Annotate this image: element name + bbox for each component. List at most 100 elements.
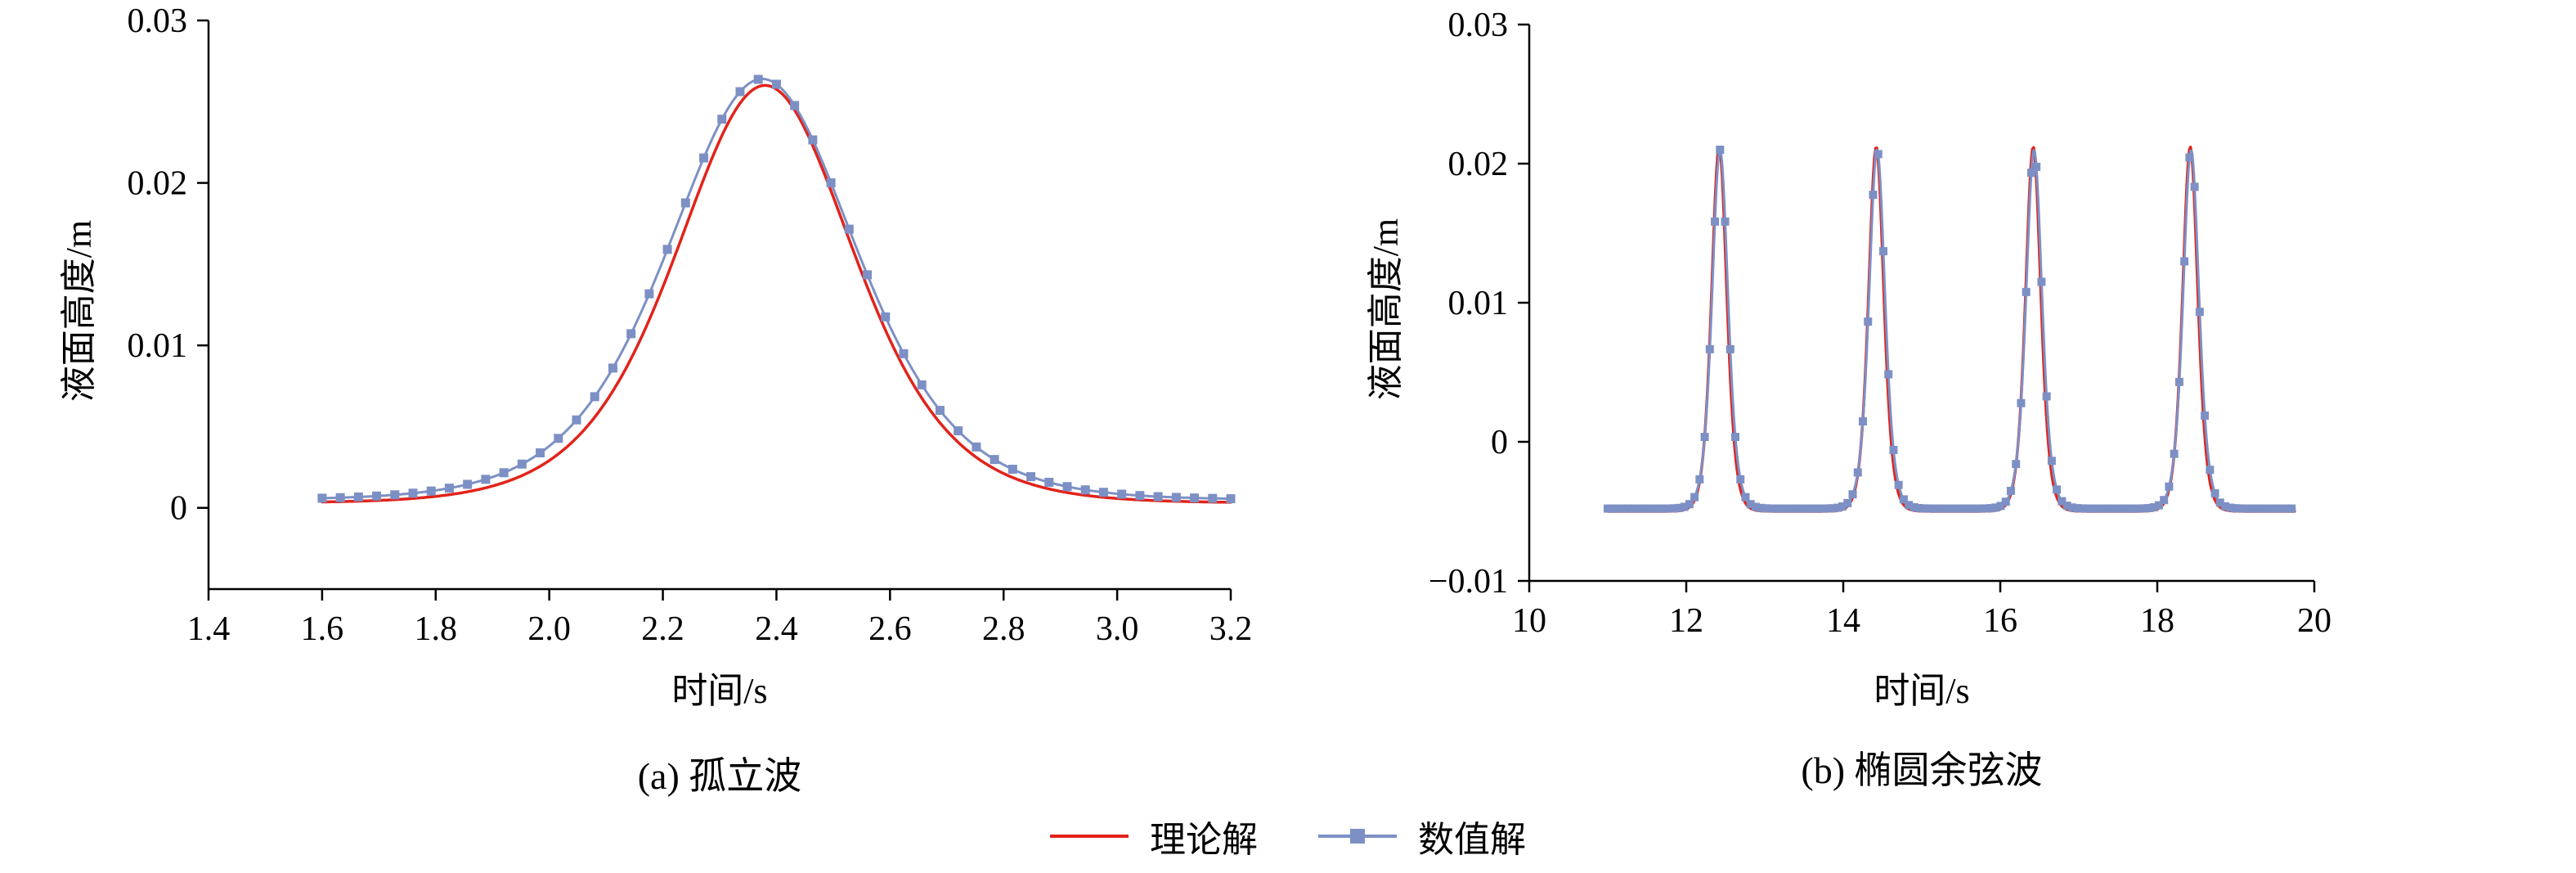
series-marker-numerical <box>1864 317 1873 326</box>
series-marker-numerical <box>1899 495 1908 504</box>
series-marker-numerical <box>1716 146 1725 154</box>
series-marker-numerical <box>1878 247 1887 256</box>
series-marker-numerical <box>608 363 617 373</box>
x-tick-label: 20 <box>2297 602 2331 640</box>
series-marker-numerical <box>1812 504 1821 513</box>
series-marker-numerical <box>1802 504 1811 513</box>
legend-line-theoretical <box>1050 835 1129 838</box>
series-marker-numerical <box>917 380 927 389</box>
series-marker-numerical <box>2267 504 2276 513</box>
series-marker-numerical <box>680 198 690 208</box>
x-tick-label: 2.0 <box>527 610 571 648</box>
y-tick-label: 0.03 <box>128 2 188 40</box>
series-marker-numerical <box>2078 504 2087 513</box>
series-marker-numerical <box>1618 504 1627 513</box>
series-marker-numerical <box>1950 504 1959 513</box>
series-marker-numerical <box>1623 504 1632 513</box>
chart-cnoidal-wave: 10 12 14 16 18 20 −0.01 0 0.01 0.02 0.03 <box>1429 7 2331 640</box>
series-marker-numerical <box>2180 257 2189 266</box>
series-marker-numerical <box>2088 504 2097 513</box>
series-marker-numerical <box>1117 489 1127 499</box>
series-marker-numerical <box>2017 398 2026 407</box>
series-marker-numerical <box>1705 344 1714 353</box>
series-marker-numerical <box>2139 504 2148 513</box>
series-marker-numerical <box>808 135 818 145</box>
series-marker-numerical <box>499 468 509 478</box>
series-marker-numerical <box>1659 504 1668 513</box>
series-marker-numerical <box>1736 475 1745 484</box>
series-line-numerical <box>321 78 1232 501</box>
series-marker-numerical <box>826 178 836 187</box>
series-marker-numerical <box>844 224 854 234</box>
series-marker-numerical <box>899 349 909 358</box>
series-marker-numerical <box>1838 502 1847 511</box>
subfigure-caption-a: (a) 孤立波 <box>637 755 802 797</box>
y-tick-label: 0 <box>1491 424 1508 461</box>
x-tick-label: 1.4 <box>187 610 231 648</box>
series-marker-numerical <box>444 484 454 493</box>
series-marker-numerical <box>2124 504 2133 513</box>
series-marker-numerical <box>463 479 473 489</box>
series-marker-numerical <box>1971 504 1980 513</box>
series-marker-numerical <box>2221 502 2230 511</box>
series-marker-numerical <box>317 493 327 503</box>
series-marker-numerical <box>2134 504 2143 513</box>
y-axis-label-solitary: 液面高度/m <box>59 219 99 403</box>
series-marker-numerical <box>2226 503 2235 512</box>
series-marker-numerical <box>2108 504 2117 513</box>
series-marker-numerical <box>2201 411 2210 420</box>
series-marker-numerical <box>2037 277 2046 286</box>
series-marker-numerical <box>572 415 581 425</box>
series-marker-numerical <box>426 486 436 496</box>
series-marker-numerical <box>2062 502 2071 511</box>
series-marker-numerical <box>481 475 491 484</box>
series-marker-numerical <box>1787 504 1796 513</box>
series-marker-numerical <box>881 312 891 322</box>
series-marker-numerical <box>1766 504 1775 513</box>
series-marker-numerical <box>1757 503 1766 512</box>
x-tick-label: 2.6 <box>868 610 912 648</box>
series-marker-numerical <box>2282 504 2291 513</box>
series-line-numerical <box>1606 148 2296 511</box>
series-marker-numerical <box>2058 497 2067 506</box>
series-marker-numerical <box>1945 504 1954 513</box>
series-marker-numerical <box>1833 503 1842 512</box>
series-marker-numerical <box>1955 504 1964 513</box>
series-marker-numerical <box>2098 504 2107 513</box>
series-marker-numerical <box>1782 504 1791 513</box>
series-marker-numerical <box>2119 504 2128 513</box>
series-marker-numerical <box>2210 488 2219 497</box>
series-marker-numerical <box>2022 287 2031 296</box>
series-marker-numerical <box>2144 504 2153 513</box>
series-marker-numerical <box>2195 308 2204 317</box>
series-marker-numerical <box>2190 182 2199 191</box>
series-marker-numerical <box>1098 488 1108 497</box>
series-marker-numerical <box>1700 433 1709 442</box>
series-marker-numerical <box>2206 466 2215 475</box>
series-marker-numerical <box>954 426 963 436</box>
series-marker-numerical <box>2094 504 2103 513</box>
y-tick-label: 0.01 <box>128 327 188 365</box>
series-marker-numerical <box>1884 370 1893 379</box>
chart-solitary-wave: 1.4 1.6 1.8 2.0 2.2 2.4 2.6 2.8 3.0 3.2 0 0.01 0.02 0… <box>128 2 1253 648</box>
series-marker-numerical <box>753 74 763 84</box>
series-marker-numerical <box>1171 493 1181 502</box>
series-marker-numerical <box>335 493 345 502</box>
series-marker-numerical <box>1135 491 1145 501</box>
x-tick-label: 2.4 <box>755 610 798 648</box>
series-marker-numerical <box>390 490 400 500</box>
series-marker-numerical <box>1690 493 1699 502</box>
series-marker-numerical <box>1639 504 1648 513</box>
series-marker-numerical <box>2103 504 2112 513</box>
series-marker-numerical <box>644 289 654 299</box>
series-marker-numerical <box>2256 504 2265 513</box>
series-marker-numerical <box>1935 504 1944 513</box>
series-marker-numerical <box>1874 150 1883 159</box>
series-marker-numerical <box>2149 503 2158 512</box>
series-marker-numerical <box>2006 486 2015 495</box>
series-marker-numerical <box>1940 504 1949 513</box>
series-marker-numerical <box>1711 217 1720 226</box>
series-marker-numerical <box>2160 496 2169 505</box>
series-marker-numerical <box>1044 477 1054 487</box>
series-marker-numerical <box>1914 503 1923 512</box>
